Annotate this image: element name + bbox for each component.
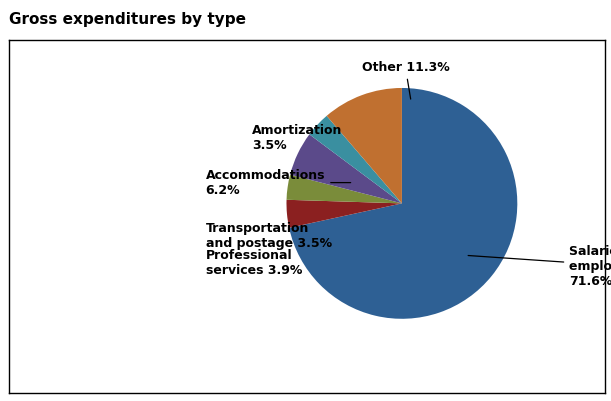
Text: Other 11.3%: Other 11.3% bbox=[362, 61, 449, 99]
Wedge shape bbox=[287, 200, 402, 228]
Text: Salaries and
employee benefits
71.6%: Salaries and employee benefits 71.6% bbox=[468, 245, 611, 288]
Wedge shape bbox=[287, 175, 402, 203]
Wedge shape bbox=[309, 116, 402, 203]
Text: Amortization
3.5%: Amortization 3.5% bbox=[252, 124, 342, 152]
Wedge shape bbox=[289, 88, 518, 319]
Text: Transportation
and postage 3.5%: Transportation and postage 3.5% bbox=[206, 222, 332, 250]
Wedge shape bbox=[290, 134, 402, 203]
Text: Accommodations
6.2%: Accommodations 6.2% bbox=[206, 168, 351, 196]
Text: Gross expenditures by type: Gross expenditures by type bbox=[9, 12, 246, 27]
Text: Professional
services 3.9%: Professional services 3.9% bbox=[206, 249, 302, 277]
Wedge shape bbox=[327, 88, 402, 203]
